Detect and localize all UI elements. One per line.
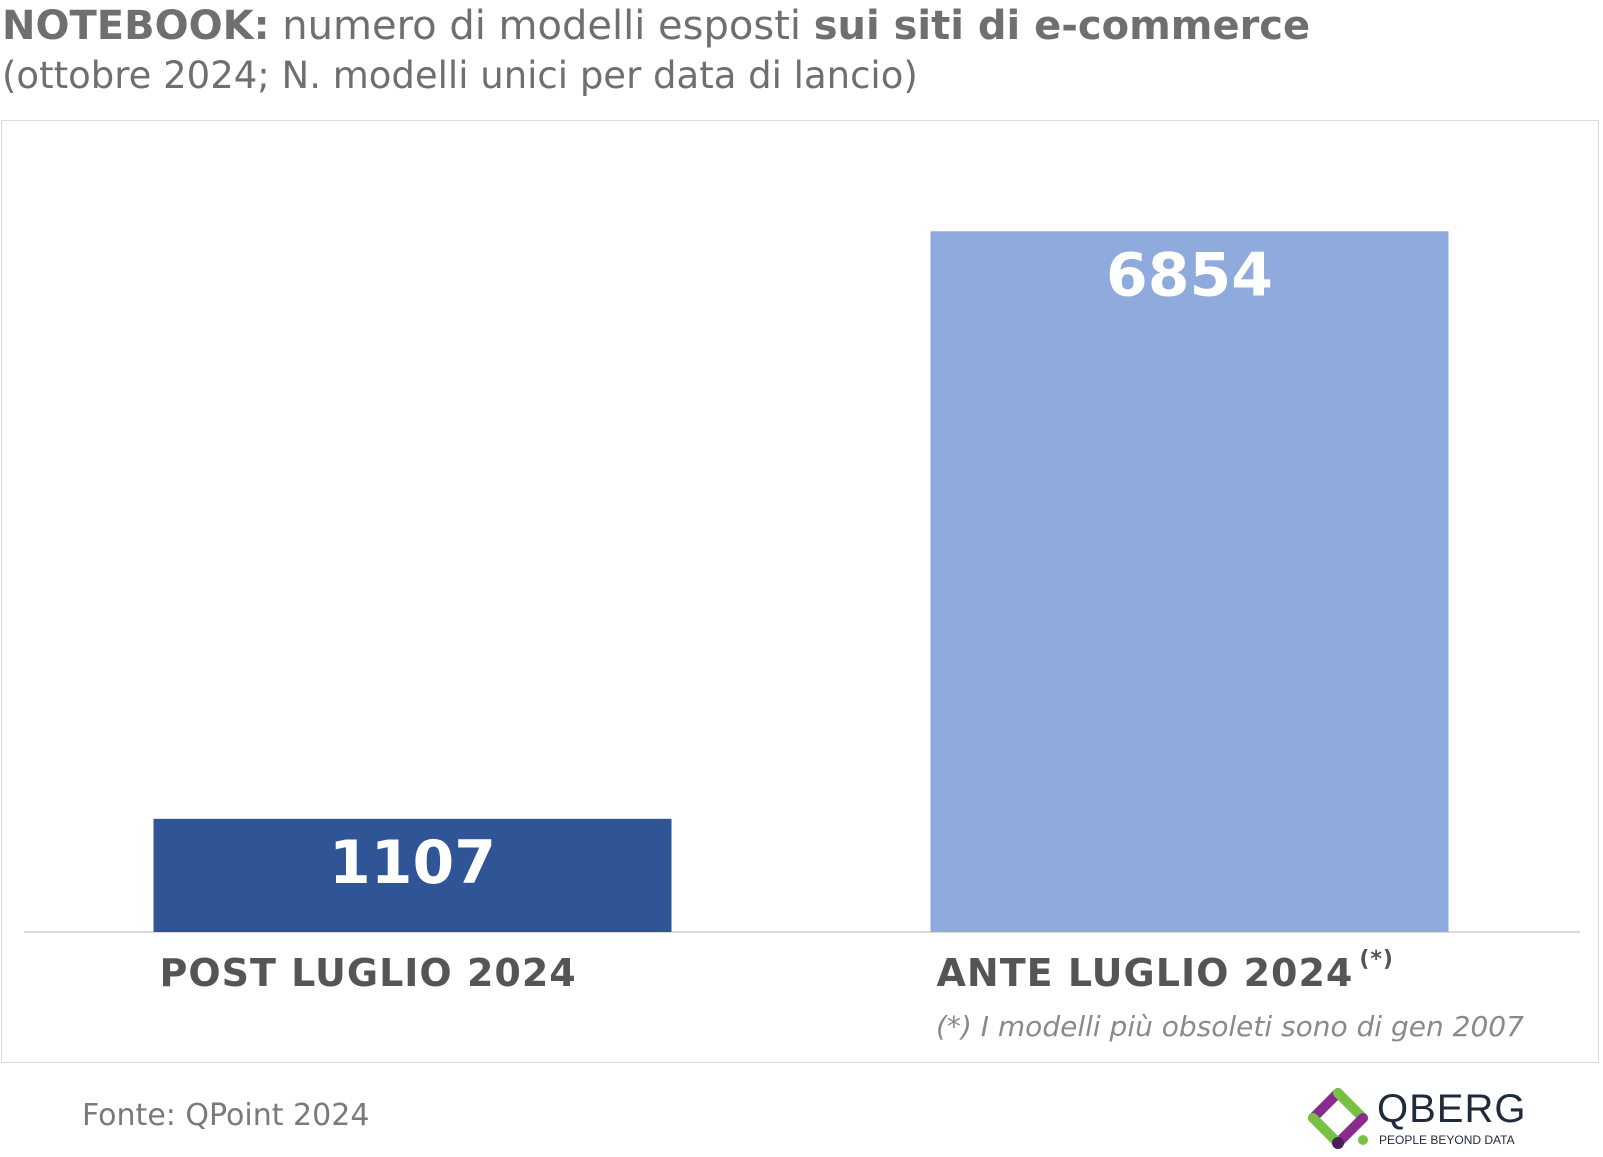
footnote-marker: (*) bbox=[1359, 947, 1394, 973]
data-label-ante: 6854 bbox=[1106, 240, 1273, 310]
logo-bar-top-left bbox=[1308, 1088, 1343, 1123]
qberg-logo-icon bbox=[1308, 1088, 1368, 1149]
logo-dot bbox=[1332, 1137, 1344, 1149]
category-label-ante: ANTE LUGLIO 2024 (*) bbox=[936, 947, 1395, 995]
category-text-post: POST LUGLIO 2024 bbox=[159, 951, 577, 995]
chart-subtitle: (ottobre 2024; N. modelli unici per data… bbox=[2, 54, 918, 97]
title-regular: numero di modelli esposti bbox=[269, 3, 814, 49]
logo-name: QBERG bbox=[1377, 1087, 1527, 1131]
title-bold-2: sui siti di e-commerce bbox=[813, 3, 1311, 49]
source-note: Fonte: QPoint 2024 bbox=[82, 1098, 370, 1133]
title-bold: NOTEBOOK: bbox=[2, 3, 270, 49]
category-label-post: POST LUGLIO 2024 bbox=[160, 951, 577, 995]
footnote: (*) I modelli più obsoleti sono di gen 2… bbox=[936, 1010, 1524, 1043]
qberg-logo: QBERG PEOPLE BEYOND DATA bbox=[1305, 1085, 1535, 1151]
chart-title: NOTEBOOK: numero di modelli esposti sui … bbox=[2, 2, 1592, 50]
logo-bar-top-right bbox=[1333, 1088, 1368, 1123]
data-label-post: 1107 bbox=[329, 828, 496, 898]
logo-dot-green bbox=[1358, 1135, 1368, 1145]
category-text-ante: ANTE LUGLIO 2024 bbox=[936, 951, 1354, 995]
bar-post bbox=[153, 818, 672, 932]
logo-tagline: PEOPLE BEYOND DATA bbox=[1379, 1133, 1515, 1147]
bar-ante bbox=[930, 231, 1449, 932]
